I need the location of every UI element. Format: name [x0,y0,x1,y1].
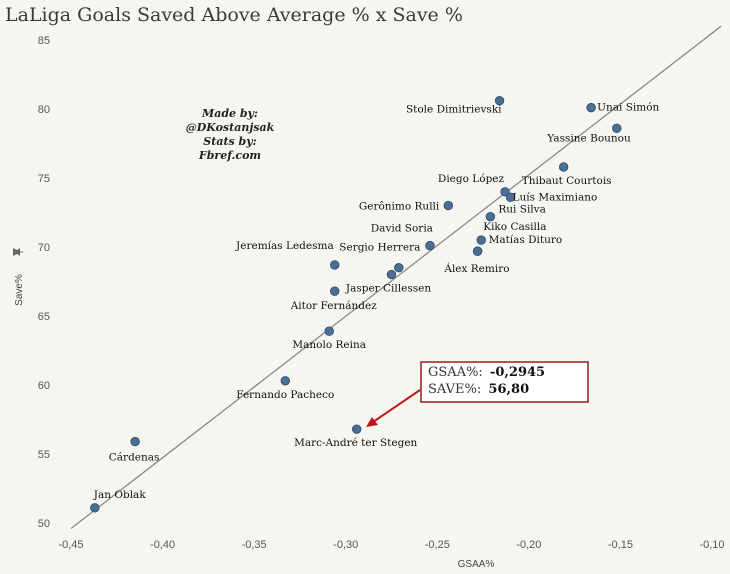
x-tick-label: -0,30 [333,539,358,551]
point-label: Fernando Pacheco [236,389,334,401]
x-tick-label: -0,40 [150,539,175,551]
callout-save: SAVE%: 56,80 [428,382,529,397]
data-point [505,192,516,203]
callout-save-value: 56,80 [488,382,529,397]
data-point [476,235,486,245]
y-tick-label: 80 [38,104,50,116]
data-point [586,102,596,113]
y-tick-label: 85 [38,35,50,47]
data-point [90,503,100,513]
point-label: Marc-André ter Stegen [294,437,417,449]
point-label: Diego López [438,173,505,185]
point-label: Gerônimo Rulli [359,201,440,213]
point-label: Thibaut Courtois [522,175,612,187]
data-point [324,326,334,336]
callout-gsaa-value: -0,2945 [490,365,545,380]
point-label: Jeremías Ledesma [235,240,334,252]
y-tick-label: 65 [38,311,50,323]
credit-line: Stats by: [203,135,256,148]
callout-box: GSAA%: -0,2945 SAVE%: 56,80 [366,361,589,427]
point-label: Sergio Herrera [339,242,420,254]
x-tick-label: -0,35 [242,539,267,551]
y-tick-label: 55 [38,449,50,461]
data-point [500,187,510,197]
y-tick-label: 50 [38,518,50,530]
chart-title: LaLiga Goals Saved Above Average % x Sav… [5,4,463,26]
point-label: Cárdenas [109,452,160,464]
data-point [494,96,505,106]
x-axis-ticks: -0,45 -0,40 -0,35 -0,30 -0,25 -0,20 -0,15 -0,10 [58,539,724,551]
data-point [425,240,435,251]
point-label: Kiko Casilla [483,221,546,233]
point-label: Unai Simón [597,102,659,114]
x-tick-label: -0,15 [608,539,633,551]
data-point [394,263,404,273]
data-points [90,96,622,513]
callout-save-label: SAVE%: [428,382,481,397]
y-tick-label: 60 [38,380,50,392]
point-label: Álex Remiro [443,261,509,275]
x-tick-label: -0,20 [516,539,541,551]
credit-annotation: Made by: @DKostanjsak Stats by: Fbref.co… [186,107,275,162]
y-axis-label: Save% [14,274,25,306]
pin-icon [13,248,25,256]
point-label: Rui Silva [498,204,545,216]
x-tick-label: -0,25 [425,539,450,551]
data-point [330,260,340,270]
point-labels: Stole Dimitrievski Unai Simón Yassine Boun… [93,102,660,501]
point-label: Aitor Fernández [290,300,378,312]
credit-line: @DKostanjsak [186,121,275,134]
data-point [280,376,290,386]
x-tick-label: -0,10 [699,539,724,551]
data-point [443,200,453,211]
trend-line [70,25,722,530]
point-label: Yassine Bounou [546,132,631,144]
data-point [130,436,140,447]
data-point [352,424,362,434]
point-label: Luís Maximiano [513,191,598,203]
x-axis-label: GSAA% [458,559,495,570]
point-label: Manolo Reina [292,339,366,351]
credit-line: Fbref.com [198,149,261,162]
data-point [612,123,622,134]
point-label: Stole Dimitrievski [406,104,502,116]
x-tick-label: -0,45 [58,539,83,551]
callout-arrow [372,389,421,423]
data-point [330,286,340,296]
point-label: Jasper Cillessen [345,283,431,295]
callout-border [420,361,589,403]
point-label: Matías Dituro [489,234,563,246]
point-label: Jan Oblak [93,489,147,501]
point-label: David Soria [371,223,433,235]
data-point [485,211,496,222]
y-tick-label: 75 [38,173,50,185]
callout-gsaa: GSAA%: -0,2945 [428,365,545,380]
data-point [558,162,569,172]
data-point [472,246,483,256]
credit-line: Made by: [201,107,258,120]
callout-gsaa-label: GSAA%: [428,365,483,380]
callout-arrowhead [366,417,378,427]
data-point [386,269,397,280]
y-tick-label: 70 [38,242,50,254]
y-axis-ticks: 50 55 60 65 70 75 80 85 [38,35,50,530]
